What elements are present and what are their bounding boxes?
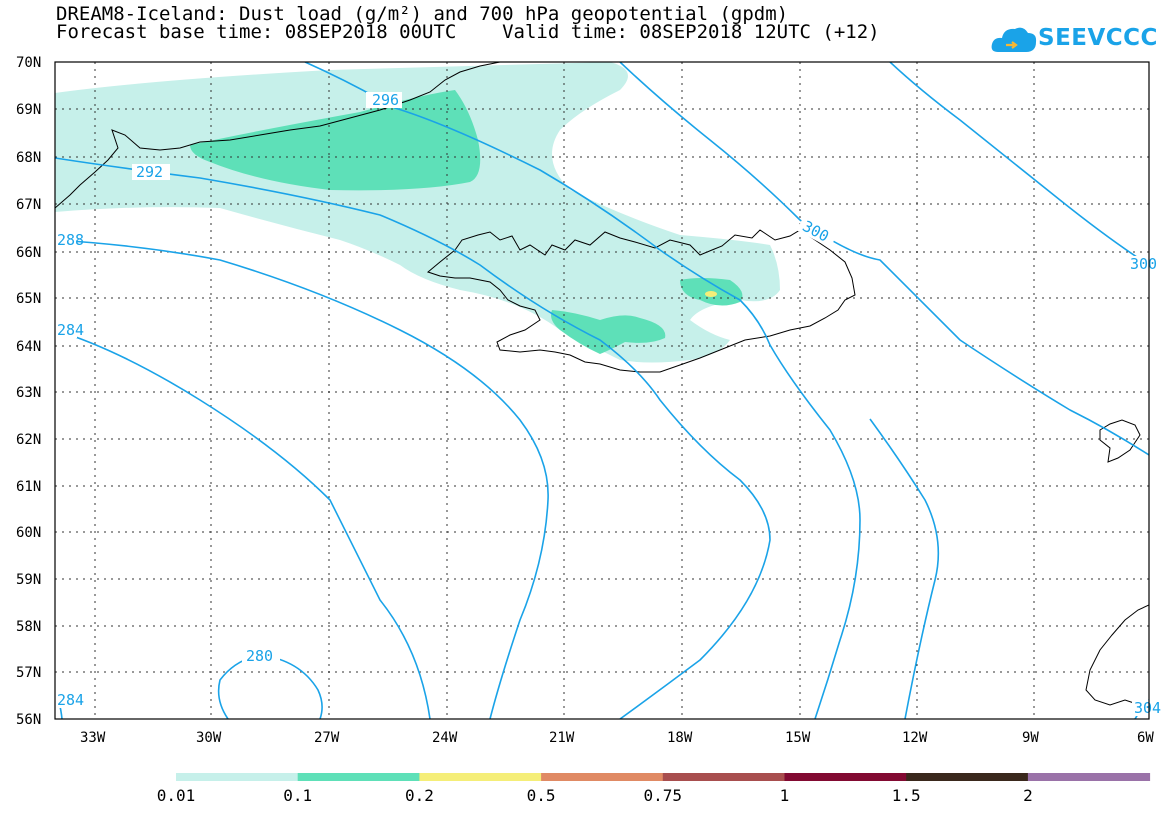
lon-label: 6W (1137, 730, 1154, 746)
legend-swatch (419, 773, 542, 781)
coastlines (55, 62, 1149, 713)
dust-shading (55, 62, 780, 363)
legend-swatch (1027, 773, 1151, 781)
faroe-coast (1099, 419, 1141, 463)
legend-label: 0.1 (283, 786, 312, 805)
contour-line-284 (55, 329, 431, 719)
contour-line-300 (619, 62, 1149, 456)
scotland-coast (1085, 604, 1149, 713)
cloud-icon (991, 27, 1037, 52)
lat-label: 60N (16, 525, 41, 541)
contour-label-4: 284 (57, 321, 84, 339)
lat-label: 56N (16, 712, 41, 728)
legend-swatch (297, 773, 420, 781)
legend-label: 2 (1023, 786, 1033, 805)
lon-label: 30W (196, 730, 222, 746)
dust-area-mid-1 (190, 90, 481, 191)
geopotential-contours (55, 62, 1149, 719)
contour-label-5: 280 (246, 647, 273, 665)
legend-label: 0.75 (644, 786, 683, 805)
lat-label: 64N (16, 339, 41, 355)
legend-label: 0.01 (157, 786, 196, 805)
contour-line-300b (889, 62, 1149, 266)
lon-label: 18W (667, 730, 693, 746)
lat-label: 65N (16, 291, 41, 307)
chart-title-line-1: DREAM8-Iceland: Dust load (g/m²) and 700… (56, 3, 789, 25)
lon-label: 24W (432, 730, 458, 746)
lon-label: 33W (80, 730, 106, 746)
legend-swatch (906, 773, 1029, 781)
lon-label: 9W (1022, 730, 1039, 746)
legend-label: 1 (780, 786, 790, 805)
color-legend: 0.01 0.1 0.2 0.5 0.75 1 1.5 2 (157, 773, 1151, 805)
graticule (55, 62, 1149, 719)
greenland-coast (55, 62, 501, 209)
contour-label-8: 300 (1130, 255, 1157, 273)
contour-label-1: 296 (372, 91, 399, 109)
dust-area-mid-2 (551, 310, 666, 354)
iceland-coast (426, 229, 856, 373)
lat-label: 70N (16, 55, 41, 71)
lat-label: 62N (16, 432, 41, 448)
legend-swatch (176, 773, 299, 781)
lat-label: 69N (16, 102, 41, 118)
contour-line-296b (869, 418, 940, 719)
lat-label: 66N (16, 245, 41, 261)
contour-line-292 (55, 157, 771, 719)
contour-label-2: 292 (136, 163, 163, 181)
lat-label: 61N (16, 479, 41, 495)
legend-swatch (662, 773, 785, 781)
longitude-labels: 33W 30W 27W 24W 21W 18W 15W 12W 9W 6W (80, 730, 1154, 746)
lon-label: 27W (314, 730, 340, 746)
chart-title-line-2: Forecast base time: 08SEP2018 00UTC Vali… (56, 21, 880, 43)
dust-area-high (705, 291, 717, 297)
lat-label: 67N (16, 197, 41, 213)
lat-label: 58N (16, 619, 41, 635)
latitude-labels: 70N 69N 68N 67N 66N 65N 64N 63N 62N 61N … (16, 55, 41, 728)
legend-label: 1.5 (892, 786, 921, 805)
contour-label-9: 304 (1134, 699, 1161, 717)
legend-swatch (541, 773, 664, 781)
logo-text: SEEVCCC (1038, 25, 1158, 51)
contour-label-6: 284 (57, 691, 84, 709)
lat-label: 63N (16, 385, 41, 401)
lon-label: 12W (902, 730, 928, 746)
lat-label: 59N (16, 572, 41, 588)
map-frame (54, 61, 1150, 720)
lon-label: 21W (549, 730, 575, 746)
contour-line-296 (304, 62, 861, 719)
contour-label-3: 288 (57, 231, 84, 249)
legend-label: 0.2 (405, 786, 434, 805)
legend-label: 0.5 (527, 786, 556, 805)
lat-label: 57N (16, 665, 41, 681)
lat-label: 68N (16, 150, 41, 166)
contour-line-288 (55, 239, 549, 719)
legend-swatch (784, 773, 907, 781)
lon-label: 15W (785, 730, 811, 746)
